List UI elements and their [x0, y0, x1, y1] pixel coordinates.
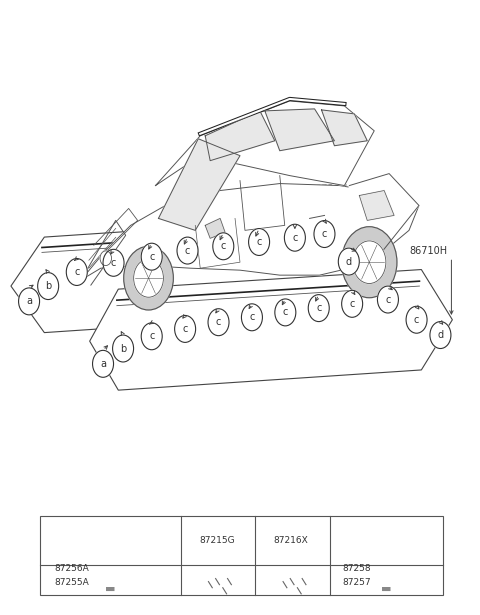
- Text: c: c: [185, 245, 190, 256]
- Circle shape: [124, 246, 173, 310]
- Text: 87216X: 87216X: [274, 536, 309, 545]
- Circle shape: [37, 272, 59, 300]
- Text: 87215G: 87215G: [199, 536, 235, 545]
- Polygon shape: [205, 111, 275, 161]
- Text: c: c: [349, 299, 355, 309]
- Text: c: c: [149, 252, 155, 262]
- Polygon shape: [322, 110, 367, 146]
- Polygon shape: [90, 269, 452, 390]
- Circle shape: [213, 233, 234, 260]
- Circle shape: [342, 227, 397, 298]
- Text: c: c: [216, 317, 221, 327]
- Circle shape: [19, 288, 39, 315]
- Circle shape: [181, 531, 196, 550]
- Text: c: c: [182, 324, 188, 334]
- Text: d: d: [437, 330, 444, 340]
- Circle shape: [338, 248, 360, 275]
- Text: c: c: [111, 258, 116, 268]
- Circle shape: [308, 295, 329, 322]
- Text: c: c: [414, 315, 419, 325]
- Text: d: d: [346, 256, 352, 266]
- Polygon shape: [158, 139, 240, 231]
- Polygon shape: [156, 101, 374, 186]
- Circle shape: [93, 351, 114, 377]
- Circle shape: [284, 224, 305, 251]
- Text: 86710H: 86710H: [409, 246, 447, 256]
- Text: c: c: [322, 229, 327, 239]
- Text: 86720H: 86720H: [309, 184, 348, 194]
- Circle shape: [377, 286, 398, 313]
- Text: c: c: [149, 331, 155, 341]
- Text: c: c: [249, 312, 254, 322]
- Text: c: c: [292, 232, 298, 243]
- Circle shape: [177, 237, 198, 264]
- Circle shape: [100, 251, 111, 266]
- Circle shape: [175, 315, 196, 343]
- Text: ▬: ▬: [105, 584, 115, 594]
- Text: 87256A
87255A: 87256A 87255A: [54, 565, 89, 587]
- Circle shape: [103, 249, 124, 276]
- Circle shape: [256, 531, 271, 550]
- Text: c: c: [221, 241, 226, 252]
- Text: b: b: [45, 281, 51, 291]
- Circle shape: [249, 229, 270, 255]
- Polygon shape: [265, 109, 335, 151]
- Text: c: c: [385, 295, 391, 304]
- Polygon shape: [81, 183, 419, 280]
- Circle shape: [133, 259, 163, 297]
- Text: c: c: [261, 535, 266, 546]
- Circle shape: [66, 258, 87, 285]
- Polygon shape: [11, 217, 378, 333]
- Circle shape: [406, 306, 427, 333]
- Circle shape: [241, 304, 263, 331]
- Text: a: a: [107, 535, 113, 546]
- Circle shape: [342, 290, 363, 317]
- Text: a: a: [100, 359, 106, 369]
- Polygon shape: [344, 173, 419, 265]
- Circle shape: [113, 335, 133, 362]
- Circle shape: [314, 221, 335, 247]
- Circle shape: [141, 323, 162, 350]
- Text: d: d: [384, 535, 389, 546]
- Text: 87258
87257: 87258 87257: [342, 565, 371, 587]
- Circle shape: [141, 243, 162, 270]
- Polygon shape: [360, 191, 394, 220]
- Circle shape: [208, 309, 229, 336]
- Bar: [39, 515, 443, 595]
- Text: c: c: [283, 308, 288, 317]
- Text: c: c: [316, 303, 322, 313]
- Text: c: c: [256, 237, 262, 247]
- Circle shape: [275, 299, 296, 326]
- Polygon shape: [205, 218, 225, 239]
- Circle shape: [353, 241, 386, 284]
- Circle shape: [430, 322, 451, 349]
- Text: c: c: [74, 267, 80, 277]
- Text: b: b: [120, 344, 126, 354]
- Circle shape: [379, 531, 394, 550]
- Text: b: b: [186, 535, 192, 546]
- Circle shape: [103, 531, 118, 550]
- Text: ▬: ▬: [381, 584, 392, 594]
- Text: a: a: [26, 296, 32, 306]
